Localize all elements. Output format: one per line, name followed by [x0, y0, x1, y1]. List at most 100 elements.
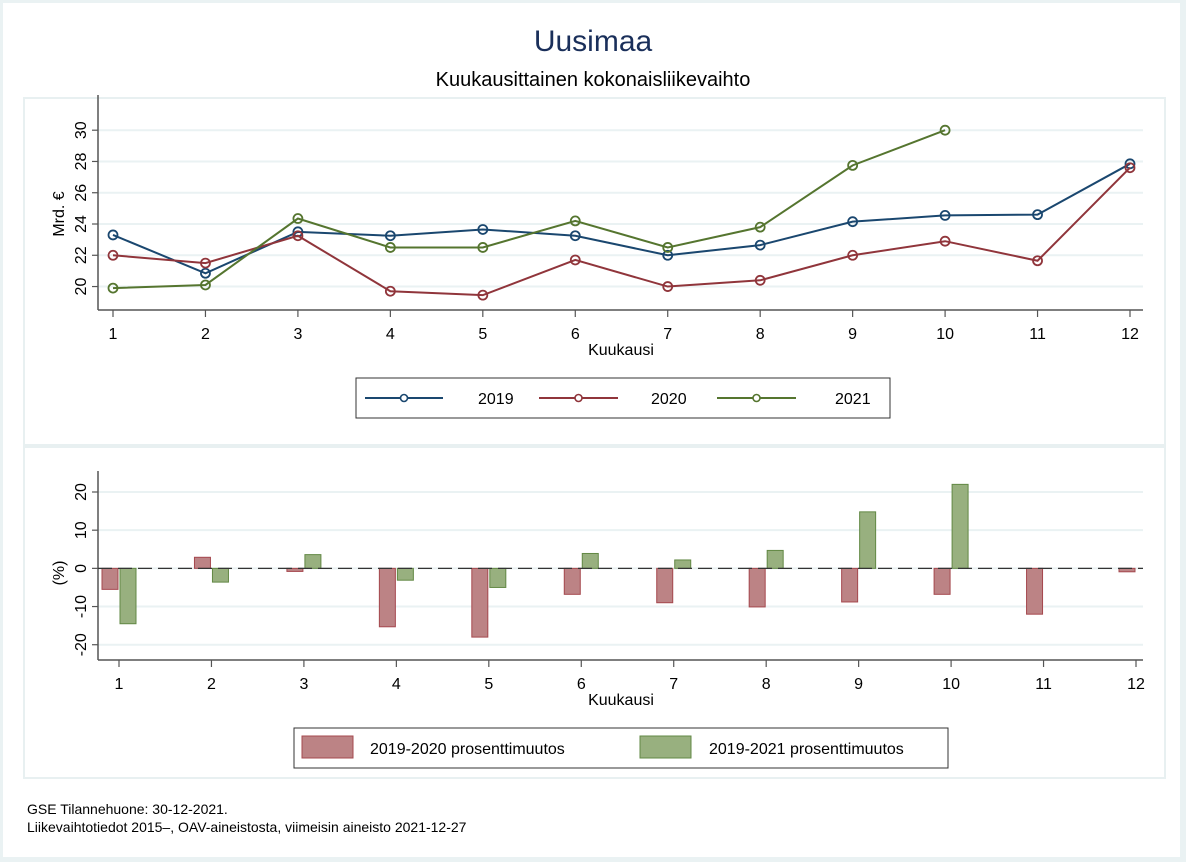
bar-chart-y-ticks: -20 -10 0 10 20 — [73, 483, 98, 656]
y-tick-label: 28 — [73, 152, 90, 170]
x-tick-label: 3 — [293, 326, 302, 343]
y-tick-label: 22 — [73, 246, 90, 264]
legend-label: 2021 — [835, 391, 871, 408]
x-tick-label: 10 — [936, 326, 954, 343]
legend-swatch-icon — [639, 735, 692, 759]
legend-item-2019-2020: 2019-2020 prosenttimuutos — [301, 735, 565, 759]
bar-2019-2020-month-9 — [841, 567, 859, 603]
legend-label: 2019-2021 prosenttimuutos — [709, 741, 904, 758]
bar-2019-2020-month-7 — [656, 567, 674, 604]
data-point — [939, 124, 951, 136]
bar-2019-2021-month-3 — [304, 554, 322, 569]
data-point — [200, 257, 211, 269]
data-point — [292, 230, 304, 242]
x-tick-label: 9 — [848, 326, 857, 343]
x-tick-label: 2 — [201, 326, 210, 343]
legend-marker-icon — [399, 393, 409, 403]
legend-box — [355, 377, 891, 419]
bar-2019-2021-month-5 — [489, 567, 507, 588]
y-tick-label: 24 — [73, 215, 90, 233]
data-point — [477, 224, 489, 235]
x-tick-label: 4 — [392, 676, 401, 693]
bar-2019-2021-month-10 — [951, 483, 969, 569]
bar-2019-2020-month-8 — [748, 567, 766, 608]
x-tick-label: 7 — [669, 676, 678, 693]
data-point — [847, 216, 859, 228]
series-2021 — [107, 124, 951, 294]
x-tick-label: 11 — [1035, 676, 1052, 693]
data-point — [477, 242, 489, 253]
y-tick-label: 10 — [73, 521, 90, 539]
data-point — [200, 279, 211, 291]
x-tick-label: 2 — [207, 676, 216, 693]
data-point — [754, 221, 766, 233]
legend-item-2019: 2019 — [365, 391, 514, 408]
chart-page: Uusimaa Kuukausittainen kokonaisliikevai… — [3, 3, 1180, 857]
data-point — [292, 213, 304, 224]
data-point — [847, 249, 859, 261]
data-point — [1032, 255, 1043, 267]
y-tick-label: -20 — [73, 633, 90, 656]
bar-chart-bars — [101, 483, 1136, 638]
y-tick-label: -10 — [73, 595, 90, 618]
data-point — [384, 285, 396, 297]
x-tick-label: 8 — [756, 326, 765, 343]
legend-label: 2019-2020 prosenttimuutos — [370, 741, 565, 758]
bar-panel-frame — [23, 446, 1166, 779]
series-2020 — [107, 162, 1136, 301]
data-point — [754, 239, 766, 251]
line-chart-legend: 2019 2020 2021 — [355, 377, 891, 419]
x-tick-label: 4 — [386, 326, 395, 343]
legend-item-2020: 2020 — [539, 391, 687, 408]
x-tick-label: 9 — [854, 676, 863, 693]
x-tick-label: 6 — [577, 676, 586, 693]
data-point — [847, 159, 859, 171]
x-tick-label: 7 — [663, 326, 672, 343]
x-tick-label: 6 — [571, 326, 580, 343]
line-chart-series — [107, 124, 1136, 301]
legend-item-2019-2021: 2019-2021 prosenttimuutos — [639, 735, 904, 759]
legend-marker-icon — [752, 393, 761, 403]
line-chart-gridlines — [98, 129, 1143, 288]
bar-2019-2020-month-2 — [193, 556, 211, 569]
x-tick-label: 11 — [1029, 326, 1046, 343]
x-tick-label: 1 — [109, 326, 118, 343]
data-point — [384, 242, 396, 253]
line-chart-x-label: Kuukausi — [588, 342, 654, 359]
bar-chart-y-label: (%) — [51, 561, 68, 586]
y-tick-label: 0 — [73, 564, 90, 573]
chart-title: Uusimaa — [534, 25, 653, 58]
bar-2019-2020-month-6 — [563, 567, 581, 595]
line-chart-y-ticks: 20 22 24 26 28 30 — [73, 121, 98, 295]
data-point — [107, 282, 119, 294]
x-tick-label: 12 — [1127, 676, 1145, 693]
data-point — [662, 242, 674, 253]
chart-subtitle: Kuukausittainen kokonaisliikevaihto — [436, 69, 751, 91]
series-line-2019 — [112, 162, 1131, 275]
line-chart-x-ticks: 1 2 3 4 5 6 7 8 9 10 11 12 — [109, 310, 1139, 343]
data-point — [569, 215, 581, 227]
data-point — [569, 254, 581, 266]
footer-note-source: GSE Tilannehuone: 30-12-2021. — [27, 801, 228, 817]
y-tick-label: 20 — [73, 483, 90, 501]
x-tick-label: 3 — [299, 676, 308, 693]
series-line-2020 — [112, 167, 1131, 297]
bar-chart-x-label: Kuukausi — [588, 692, 654, 709]
data-point — [107, 249, 119, 261]
data-point — [200, 267, 211, 279]
x-tick-label: 1 — [115, 676, 124, 693]
data-point — [384, 230, 396, 242]
bar-2019-2021-month-6 — [581, 552, 599, 569]
y-tick-label: 26 — [73, 184, 90, 202]
bar-2019-2021-month-7 — [674, 559, 692, 569]
data-point — [662, 281, 674, 292]
line-chart-y-label: Mrd. € — [51, 191, 68, 236]
data-point — [1124, 162, 1136, 174]
data-point — [939, 210, 951, 221]
x-tick-label: 12 — [1121, 326, 1139, 343]
bar-2019-2021-month-1 — [119, 567, 137, 625]
legend-label: 2020 — [651, 391, 687, 408]
legend-marker-icon — [574, 393, 583, 403]
y-tick-label: 30 — [73, 121, 90, 139]
